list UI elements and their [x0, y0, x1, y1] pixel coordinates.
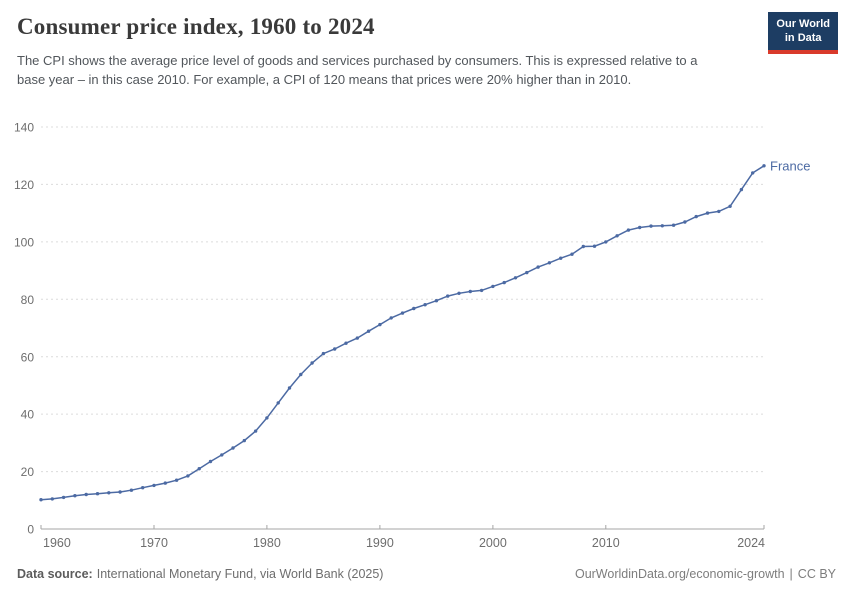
chart-footer: Data source: International Monetary Fund,…: [17, 567, 836, 581]
data-point: [344, 341, 348, 345]
data-point: [705, 211, 710, 215]
data-point: [547, 261, 552, 265]
x-tick-label: 2010: [592, 536, 620, 550]
data-point: [208, 459, 213, 464]
data-source-text: International Monetary Fund, via World B…: [96, 567, 384, 581]
data-point: [299, 372, 303, 377]
x-tick-label: 2000: [479, 536, 507, 550]
data-point: [434, 299, 439, 303]
data-point: [197, 467, 201, 471]
data-point: [592, 244, 597, 248]
y-tick-label: 140: [14, 121, 34, 135]
data-point: [479, 288, 484, 293]
data-point: [366, 329, 371, 333]
data-point: [253, 429, 258, 433]
data-point: [310, 361, 314, 365]
data-point: [163, 481, 167, 485]
data-point: [242, 438, 246, 443]
data-source: Data source: International Monetary Fund,…: [17, 567, 383, 581]
data-point: [525, 270, 529, 275]
data-point: [468, 289, 472, 294]
data-point: [604, 240, 608, 244]
data-point: [50, 497, 54, 501]
footer-separator: |: [789, 567, 793, 581]
data-point: [649, 224, 653, 228]
data-point: [671, 223, 676, 227]
data-point: [152, 483, 156, 488]
page-title: Consumer price index, 1960 to 2024: [17, 14, 375, 39]
data-point: [107, 491, 111, 495]
data-point: [491, 284, 495, 289]
data-point: [220, 453, 224, 457]
data-point: [186, 474, 190, 478]
owid-logo-line2: in Data: [784, 32, 822, 45]
data-point: [73, 494, 77, 498]
data-point: [231, 446, 235, 450]
data-point: [638, 225, 642, 230]
y-tick-label: 40: [21, 408, 35, 422]
data-point: [84, 492, 88, 497]
x-tick-label: 2024: [737, 536, 765, 550]
data-point: [39, 498, 43, 502]
data-point: [129, 488, 134, 492]
data-point: [333, 347, 337, 351]
data-point: [717, 209, 721, 214]
data-point: [174, 478, 179, 482]
footer-right: OurWorldinData.org/economic-growth | CC BY: [575, 567, 836, 581]
data-point: [739, 187, 744, 192]
data-point: [287, 386, 292, 390]
owid-url-link[interactable]: OurWorldinData.org/economic-growth: [574, 567, 785, 581]
y-tick-label: 80: [21, 293, 35, 307]
data-point: [61, 495, 66, 500]
y-tick-label: 20: [21, 465, 35, 479]
data-point: [502, 280, 506, 285]
data-point: [95, 492, 100, 496]
x-tick-label: 1990: [366, 536, 394, 550]
data-point: [536, 265, 540, 269]
y-tick-label: 100: [14, 235, 34, 249]
y-tick-label: 120: [14, 178, 34, 192]
data-point: [615, 234, 619, 238]
y-tick-label: 0: [27, 523, 34, 537]
data-point: [457, 291, 461, 295]
series-label-france[interactable]: France: [770, 158, 810, 173]
data-point: [581, 244, 585, 249]
data-point: [355, 336, 359, 340]
license-text: CC BY: [797, 567, 836, 581]
data-point: [660, 224, 664, 228]
data-point: [276, 401, 280, 405]
data-source-label: Data source:: [17, 567, 93, 581]
y-tick-label: 60: [21, 350, 35, 364]
x-tick-label: 1970: [140, 536, 168, 550]
x-tick-label: 1980: [253, 536, 281, 550]
data-point: [694, 214, 698, 219]
data-point: [118, 490, 122, 494]
x-tick-label: 1960: [43, 536, 71, 550]
data-point: [570, 252, 574, 256]
data-point: [400, 311, 405, 315]
data-point: [751, 171, 755, 175]
data-point: [446, 294, 450, 298]
chart-subtitle: The CPI shows the average price level of…: [17, 53, 698, 87]
data-point: [728, 204, 732, 208]
data-point: [321, 351, 326, 356]
data-point: [683, 220, 687, 224]
data-point: [423, 303, 427, 307]
data-point: [626, 228, 631, 232]
data-point: [412, 306, 416, 311]
data-point: [513, 276, 518, 280]
data-point: [265, 416, 269, 420]
owid-logo-line1: Our World: [776, 18, 830, 30]
france-line[interactable]: [40, 165, 765, 501]
data-point: [762, 164, 766, 168]
owid-logo: Our World in Data: [768, 12, 838, 54]
data-point: [378, 322, 382, 327]
data-point: [389, 316, 393, 320]
data-point: [559, 256, 563, 260]
chart-svg[interactable]: 0 20 40 60 80 100 120 140 1960 1970 1980 1990 2000 20…: [0, 115, 850, 560]
data-point: [141, 486, 145, 490]
